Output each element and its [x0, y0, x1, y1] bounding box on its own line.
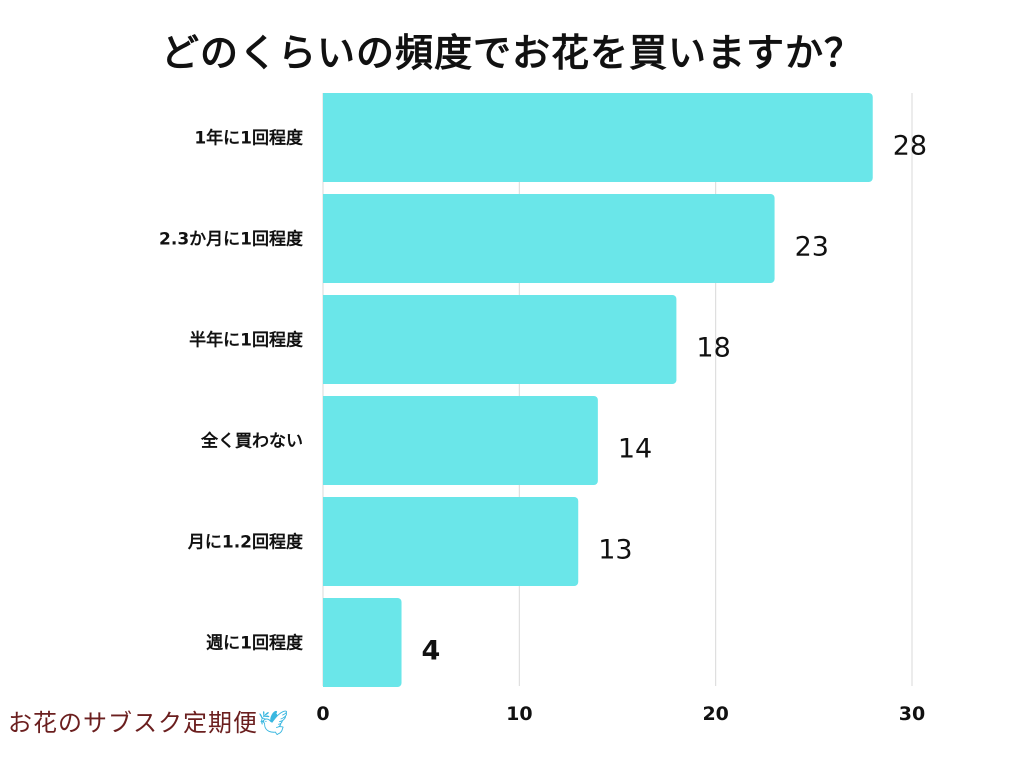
value-label: 13: [598, 535, 632, 566]
x-tick-label: 30: [899, 703, 925, 725]
category-label: 週に1回程度: [206, 633, 304, 654]
bar: [323, 598, 402, 687]
bar: [323, 497, 579, 586]
value-label: 23: [795, 232, 829, 263]
bar: [323, 93, 873, 182]
value-label: 4: [422, 636, 441, 667]
bird-icon: 🕊: [258, 709, 290, 737]
chart-title: どのくらいの頻度でお花を買いますか？: [160, 31, 863, 75]
x-tick-label: 0: [316, 703, 329, 725]
category-label: 半年に1回程度: [189, 330, 304, 351]
value-label: 28: [893, 131, 927, 162]
category-label: 全く買わない: [200, 431, 303, 452]
bar: [323, 295, 677, 384]
category-label: 月に1.2回程度: [187, 532, 304, 553]
value-label: 18: [696, 333, 730, 364]
category-label: 2.3か月に1回程度: [159, 229, 304, 250]
x-tick-label: 10: [506, 703, 532, 725]
bar: [322, 194, 775, 283]
value-label: 14: [618, 434, 652, 465]
x-tick-label: 20: [702, 703, 728, 725]
brand-logo: お花のサブスク定期便🕊: [8, 703, 289, 738]
bar: [323, 396, 598, 485]
category-label: 1年に1回程度: [194, 128, 304, 149]
logo-text: お花のサブスク定期便: [8, 709, 258, 737]
